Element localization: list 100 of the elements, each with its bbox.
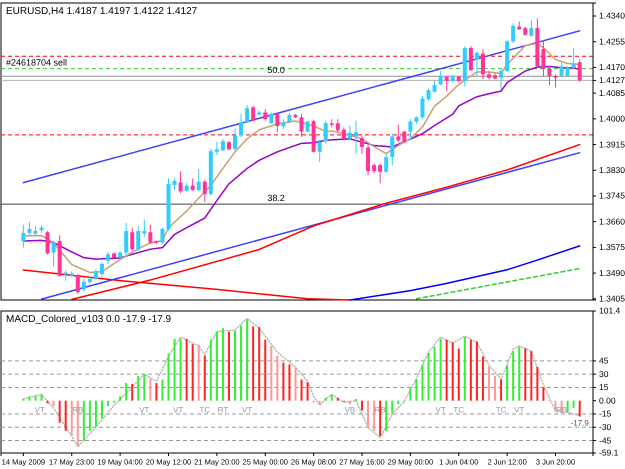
bar (524, 348, 526, 401)
bar (276, 356, 278, 401)
bar (440, 338, 442, 401)
bar (476, 341, 478, 401)
bar (88, 400, 91, 431)
bar (70, 400, 73, 436)
bar (482, 356, 484, 401)
candlestick (366, 144, 370, 176)
bar (428, 352, 430, 401)
candlestick (64, 270, 68, 282)
candlestick (100, 262, 104, 278)
bar (324, 398, 327, 401)
bar (488, 366, 490, 401)
bar (409, 388, 412, 401)
candlestick (263, 108, 268, 122)
y-tick-label: -59.1 (599, 448, 619, 458)
bar (367, 400, 370, 428)
candlestick (251, 105, 256, 122)
chart-title: MACD_Colored_v103 0.0 -17.9 -17.9 (6, 314, 172, 325)
y-tick-label: -30 (599, 422, 612, 432)
bar (385, 400, 388, 431)
candlestick (318, 138, 322, 162)
bar (174, 338, 176, 401)
annotation: VT (139, 406, 150, 415)
bar (52, 400, 55, 406)
candlestick (172, 178, 177, 190)
candlestick (214, 142, 219, 156)
bar (348, 400, 351, 404)
annotation: VT (34, 406, 45, 415)
annotation: #24618704 sell (6, 58, 68, 68)
bar (270, 346, 272, 401)
bar (234, 330, 236, 401)
candlestick (480, 48, 485, 80)
y-tick-label: 30 (599, 368, 609, 379)
bar (107, 400, 110, 406)
candlestick (220, 138, 225, 152)
bar (464, 337, 466, 401)
candlestick (196, 168, 201, 192)
bar (415, 379, 418, 401)
candlestick (76, 273, 80, 294)
annotation: TC (453, 406, 464, 415)
bar (397, 400, 400, 404)
bar (566, 400, 569, 412)
bar (336, 398, 339, 401)
candlestick (444, 75, 449, 92)
y-tick-label: 1.3405 (599, 294, 625, 304)
candlestick (306, 120, 310, 133)
candlestick (378, 163, 382, 184)
bar (28, 396, 30, 401)
annotation: TC (496, 406, 507, 415)
candlestick (94, 268, 98, 281)
bar (100, 400, 103, 418)
candlestick (348, 124, 352, 141)
y-tick-label: 1.4340 (599, 10, 625, 21)
annotation: VT (242, 406, 252, 415)
candlestick (384, 154, 388, 174)
y-tick-label: 1.4085 (599, 88, 625, 98)
bar (554, 400, 557, 410)
line-series (349, 245, 580, 301)
candlestick (82, 278, 86, 293)
bar (391, 400, 394, 414)
bar (421, 364, 424, 401)
y-tick-label: -15 (599, 408, 612, 419)
candlestick (287, 112, 292, 124)
y-tick-label: 0.00 (599, 395, 616, 406)
y-tick-label: 45 (599, 356, 609, 366)
bar (143, 374, 146, 401)
candlestick (408, 118, 412, 141)
y-tick-label: 15 (599, 382, 609, 392)
bar (186, 338, 188, 401)
candlestick (426, 88, 431, 102)
annotation: RT (218, 406, 228, 415)
bar (64, 400, 67, 431)
candlestick (21, 224, 26, 248)
candlestick (547, 66, 552, 86)
candlestick (106, 251, 110, 265)
candlestick (511, 22, 516, 44)
bar (530, 351, 532, 401)
candlestick (499, 67, 504, 90)
annotation: VT (173, 406, 184, 415)
y-tick-label: 1.4127 (599, 75, 625, 86)
bar (578, 400, 581, 417)
y-tick-label: -45 (599, 435, 612, 446)
bar (542, 387, 544, 401)
candlestick (402, 130, 406, 144)
bar (294, 368, 296, 401)
candlestick (354, 120, 358, 154)
candlestick (148, 224, 152, 244)
bar (198, 344, 200, 401)
candlestick (136, 226, 140, 252)
y-tick-label: 101.4 (599, 306, 621, 316)
candlestick (342, 126, 346, 141)
annotation: VT (514, 406, 524, 415)
bar (470, 340, 472, 401)
bar (572, 400, 575, 408)
bar (246, 319, 248, 401)
candlestick (396, 124, 400, 143)
bar (131, 384, 134, 401)
candlestick (336, 118, 340, 133)
bar (258, 327, 260, 401)
